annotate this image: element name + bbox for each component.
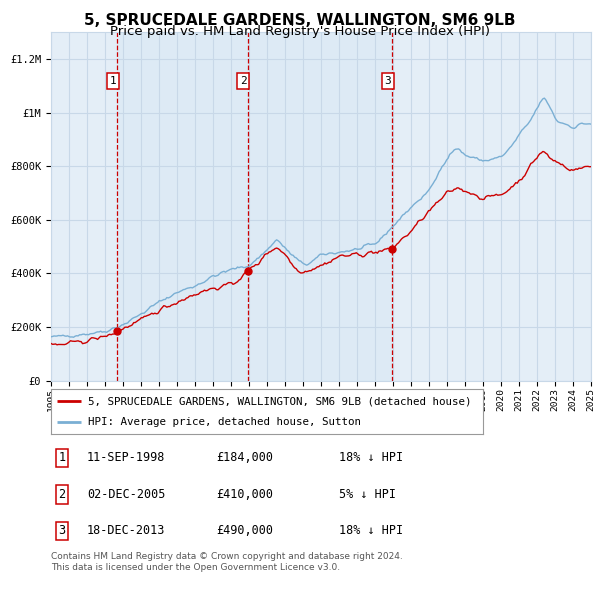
Text: 02-DEC-2005: 02-DEC-2005	[87, 488, 166, 501]
Text: 5, SPRUCEDALE GARDENS, WALLINGTON, SM6 9LB: 5, SPRUCEDALE GARDENS, WALLINGTON, SM6 9…	[84, 13, 516, 28]
Text: HPI: Average price, detached house, Sutton: HPI: Average price, detached house, Sutt…	[88, 417, 361, 427]
Text: £490,000: £490,000	[216, 525, 273, 537]
Text: Contains HM Land Registry data © Crown copyright and database right 2024.
This d: Contains HM Land Registry data © Crown c…	[51, 552, 403, 572]
Text: 1: 1	[58, 451, 65, 464]
Text: 11-SEP-1998: 11-SEP-1998	[87, 451, 166, 464]
Text: 5% ↓ HPI: 5% ↓ HPI	[339, 488, 396, 501]
Text: 18% ↓ HPI: 18% ↓ HPI	[339, 451, 403, 464]
Text: 2: 2	[58, 488, 65, 501]
Text: 18% ↓ HPI: 18% ↓ HPI	[339, 525, 403, 537]
Text: Price paid vs. HM Land Registry's House Price Index (HPI): Price paid vs. HM Land Registry's House …	[110, 25, 490, 38]
Text: 3: 3	[385, 76, 391, 86]
Text: 2: 2	[239, 76, 247, 86]
Text: 18-DEC-2013: 18-DEC-2013	[87, 525, 166, 537]
Text: 1: 1	[110, 76, 116, 86]
Text: 5, SPRUCEDALE GARDENS, WALLINGTON, SM6 9LB (detached house): 5, SPRUCEDALE GARDENS, WALLINGTON, SM6 9…	[88, 396, 471, 407]
Text: £184,000: £184,000	[216, 451, 273, 464]
Text: £410,000: £410,000	[216, 488, 273, 501]
Bar	[248, 32, 392, 381]
Bar	[118, 32, 248, 381]
Text: 3: 3	[58, 525, 65, 537]
